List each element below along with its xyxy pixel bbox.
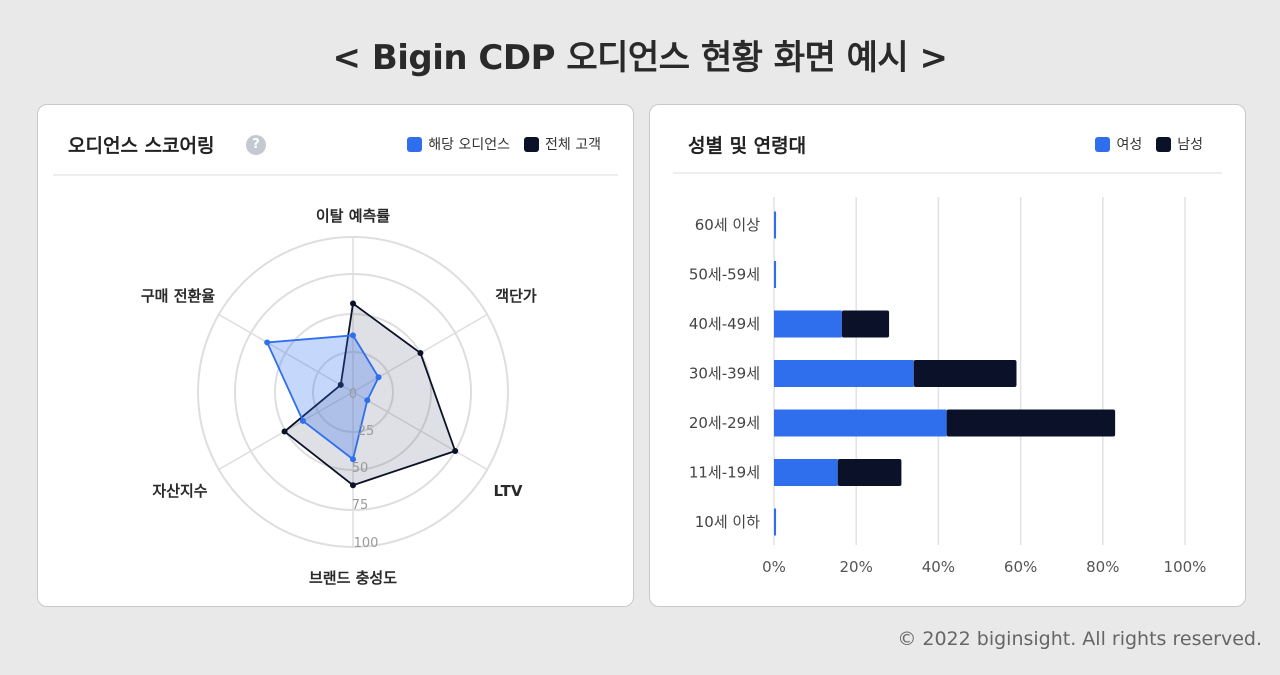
bar-grid	[773, 197, 1186, 545]
radar-legend: 해당 오디언스 전체 고객	[401, 134, 601, 154]
bar-x-tick-label: 60%	[1004, 558, 1037, 576]
radar-point[interactable]	[299, 417, 306, 424]
radar-axis-label: 자산지수	[152, 482, 207, 500]
legend-label-audience: 해당 오디언스	[428, 137, 511, 153]
bar-category-label: 30세-39세	[689, 365, 760, 383]
bar-category-label: 60세 이상	[695, 216, 760, 234]
audience-scoring-title: 오디언스 스코어링	[68, 135, 215, 157]
radar-point[interactable]	[350, 482, 356, 489]
legend-item-all-customers[interactable]: 전체 고객	[524, 134, 601, 154]
radar-point[interactable]	[264, 339, 271, 346]
gender-age-title: 성별 및 연령대	[688, 135, 807, 157]
bar-segment-male[interactable]	[841, 310, 890, 338]
radar-point[interactable]	[417, 350, 424, 357]
bar-x-tick-label: 0%	[762, 558, 786, 576]
legend-swatch-audience	[407, 136, 423, 152]
radar-axis-label: 객단가	[495, 287, 537, 305]
bar-category-label: 10세 이하	[695, 513, 760, 531]
radar-point[interactable]	[350, 456, 356, 463]
bar-segment-female[interactable]	[774, 360, 914, 387]
radar-tick-label: 100	[354, 536, 379, 551]
bar-category-label: 40세-49세	[689, 315, 760, 333]
bar-segment-female[interactable]	[774, 409, 947, 437]
card-divider	[673, 172, 1222, 174]
gender-age-card: 성별 및 연령대 여성 남성 0% 20% 40% 60% 80% 100% 60세 이상 5…	[649, 104, 1246, 607]
bar-x-tick-label: 20%	[840, 558, 873, 576]
bar-category-label: 20세-29세	[689, 414, 760, 432]
legend-item-male[interactable]: 남성	[1156, 134, 1203, 154]
legend-swatch-female	[1095, 136, 1111, 152]
legend-label-male: 남성	[1177, 137, 1203, 153]
bar-segment-male[interactable]	[913, 360, 1017, 387]
bar-segment-female[interactable]	[774, 508, 777, 536]
help-icon[interactable]: ?	[246, 135, 266, 155]
legend-label-female: 여성	[1116, 137, 1143, 153]
radar-tick-label: 75	[352, 498, 369, 513]
bar-legend: 여성 남성	[1089, 134, 1203, 154]
radar-tick-label: 0	[349, 387, 357, 402]
bar-segment-female[interactable]	[774, 310, 842, 338]
radar-spoke	[218, 313, 354, 393]
radar-spoke	[352, 391, 488, 471]
legend-swatch-all-customers	[524, 136, 540, 152]
radar-point[interactable]	[350, 332, 356, 339]
radar-point[interactable]	[281, 428, 288, 435]
radar-tick-label: 25	[358, 424, 375, 439]
radar-tick-label: 50	[352, 461, 369, 476]
bar-x-tick-label: 80%	[1086, 558, 1119, 576]
bar-category-label: 11세-19세	[689, 464, 760, 482]
radar-series-audience	[264, 332, 382, 463]
copyright-footer: © 2022 biginsight. All rights reserved.	[897, 628, 1262, 650]
bar-segment-male[interactable]	[837, 459, 902, 486]
radar-point[interactable]	[452, 448, 459, 454]
legend-item-audience[interactable]: 해당 오디언스	[407, 134, 510, 154]
bar-category-label: 50세-59세	[689, 266, 760, 284]
radar-axis-label: 이탈 예측률	[316, 207, 390, 225]
bar-x-tick-label: 100%	[1164, 558, 1207, 576]
bar-segment-female[interactable]	[774, 261, 777, 288]
radar-point[interactable]	[364, 397, 371, 404]
audience-scoring-card: 오디언스 스코어링 ? 해당 오디언스 전체 고객 0 25 50 75 100 이탈 예…	[37, 104, 634, 607]
bar-segment-male[interactable]	[946, 409, 1116, 437]
legend-label-all-customers: 전체 고객	[545, 137, 601, 153]
radar-point[interactable]	[375, 374, 382, 381]
stacked-bar-chart: 0% 20% 40% 60% 80% 100% 60세 이상 50세-59세 40세-49세 30…	[689, 197, 1207, 576]
card-divider	[53, 174, 618, 176]
radar-axis-label: 구매 전환율	[141, 287, 215, 305]
radar-axis-label: 브랜드 충성도	[309, 569, 397, 587]
radar-point[interactable]	[337, 381, 344, 388]
bar-segment-female[interactable]	[774, 211, 777, 239]
page-title: < Bigin CDP 오디언스 현황 화면 예시 >	[332, 38, 949, 78]
legend-item-female[interactable]: 여성	[1095, 134, 1142, 154]
radar-axis-label: LTV	[494, 482, 523, 500]
bar-segment-female[interactable]	[774, 459, 838, 486]
radar-point[interactable]	[350, 300, 356, 307]
bar-x-tick-label: 40%	[922, 558, 955, 576]
legend-swatch-male	[1156, 136, 1172, 152]
